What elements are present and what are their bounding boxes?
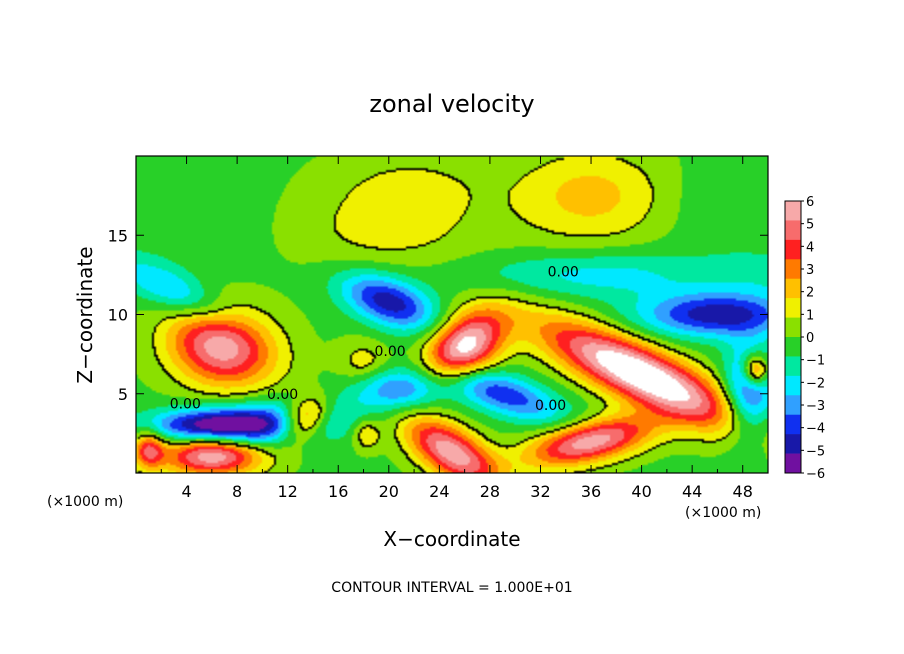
colorbar-swatch (785, 356, 801, 377)
colorbar-label: −4 (806, 422, 825, 437)
contour-label: 0.00 (170, 396, 201, 412)
x-tick-label: 48 (733, 482, 753, 501)
plot-area: 0.000.000.000.000.00 4 8 12 16 20 24 28 32 36 40 4… (108, 155, 769, 501)
colorbar-swatch (785, 239, 801, 260)
x-tick-label: 24 (429, 482, 449, 501)
colorbar-swatch (785, 201, 801, 221)
colorbar-swatch (785, 395, 801, 416)
colorbar-swatch (785, 278, 801, 299)
contour-label: 0.00 (374, 344, 405, 360)
contour-labels: 0.00 0.00 0.00 0.00 0.00 (170, 265, 579, 414)
x-tick-label: 20 (379, 482, 399, 501)
colorbar-swatch (785, 453, 801, 474)
x-tick-label: 16 (328, 482, 348, 501)
x-tick-label: 28 (480, 482, 500, 501)
x-tick-label: 36 (581, 482, 601, 501)
colorbar-swatch (785, 434, 801, 454)
x-unit-left: (×1000 m) (47, 494, 123, 510)
x-tick-label: 12 (278, 482, 298, 501)
colorbar-swatch (785, 259, 801, 280)
y-tick-label: 10 (108, 306, 128, 325)
colorbar-label: 2 (806, 286, 814, 301)
contour-label: 0.00 (548, 265, 579, 281)
colorbar-label: −6 (806, 467, 825, 482)
colorbar-label: 0 (806, 331, 814, 346)
colorbar-swatch (785, 317, 801, 338)
colorbar-label: 4 (806, 240, 814, 255)
x-axis-label: X−coordinate (383, 527, 520, 551)
colorbar-label: 1 (806, 308, 814, 323)
colorbar-label: 3 (806, 263, 814, 278)
colorbar-label: 5 (806, 218, 814, 233)
colorbar-swatch (785, 220, 801, 241)
x-tick-label: 32 (530, 482, 550, 501)
contour-label: 0.00 (267, 387, 298, 403)
y-axis-ticks: 5 10 15 (108, 226, 768, 404)
x-tick-label: 8 (232, 482, 242, 501)
y-tick-label: 5 (118, 385, 128, 404)
x-tick-label: 4 (181, 482, 191, 501)
contour-interval-footer: CONTOUR INTERVAL = 1.000E+01 (331, 580, 572, 596)
y-axis-label: Z−coordinate (73, 246, 97, 383)
y-tick-label: 15 (108, 226, 128, 245)
colorbar-label: 6 (806, 195, 814, 210)
x-unit-right: (×1000 m) (685, 505, 761, 521)
colorbar-swatch (785, 375, 801, 396)
colorbar-label: −1 (806, 354, 825, 369)
colorbar-swatch (785, 414, 801, 435)
colorbar-label: −2 (806, 376, 825, 391)
contour-label: 0.00 (535, 398, 566, 414)
x-tick-label: 44 (682, 482, 702, 501)
colorbar-label: −5 (806, 444, 825, 459)
colorbar-label: −3 (806, 399, 825, 414)
colorbar-swatch (785, 298, 801, 318)
colorbar: 6 5 4 3 2 1 0 −1 −2 −3 −4 −5 −6 (784, 195, 825, 482)
velocity-field-image (136, 156, 768, 473)
x-tick-label: 40 (631, 482, 651, 501)
colorbar-swatch (785, 337, 801, 357)
chart-title: zonal velocity (369, 90, 534, 118)
x-axis-ticks: 4 8 12 16 20 24 28 32 36 40 44 48 (160, 156, 753, 501)
